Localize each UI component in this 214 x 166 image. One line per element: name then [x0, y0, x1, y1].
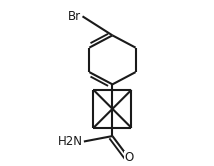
Text: H2N: H2N [58, 135, 83, 148]
Text: Br: Br [68, 10, 81, 23]
Text: O: O [124, 151, 133, 164]
